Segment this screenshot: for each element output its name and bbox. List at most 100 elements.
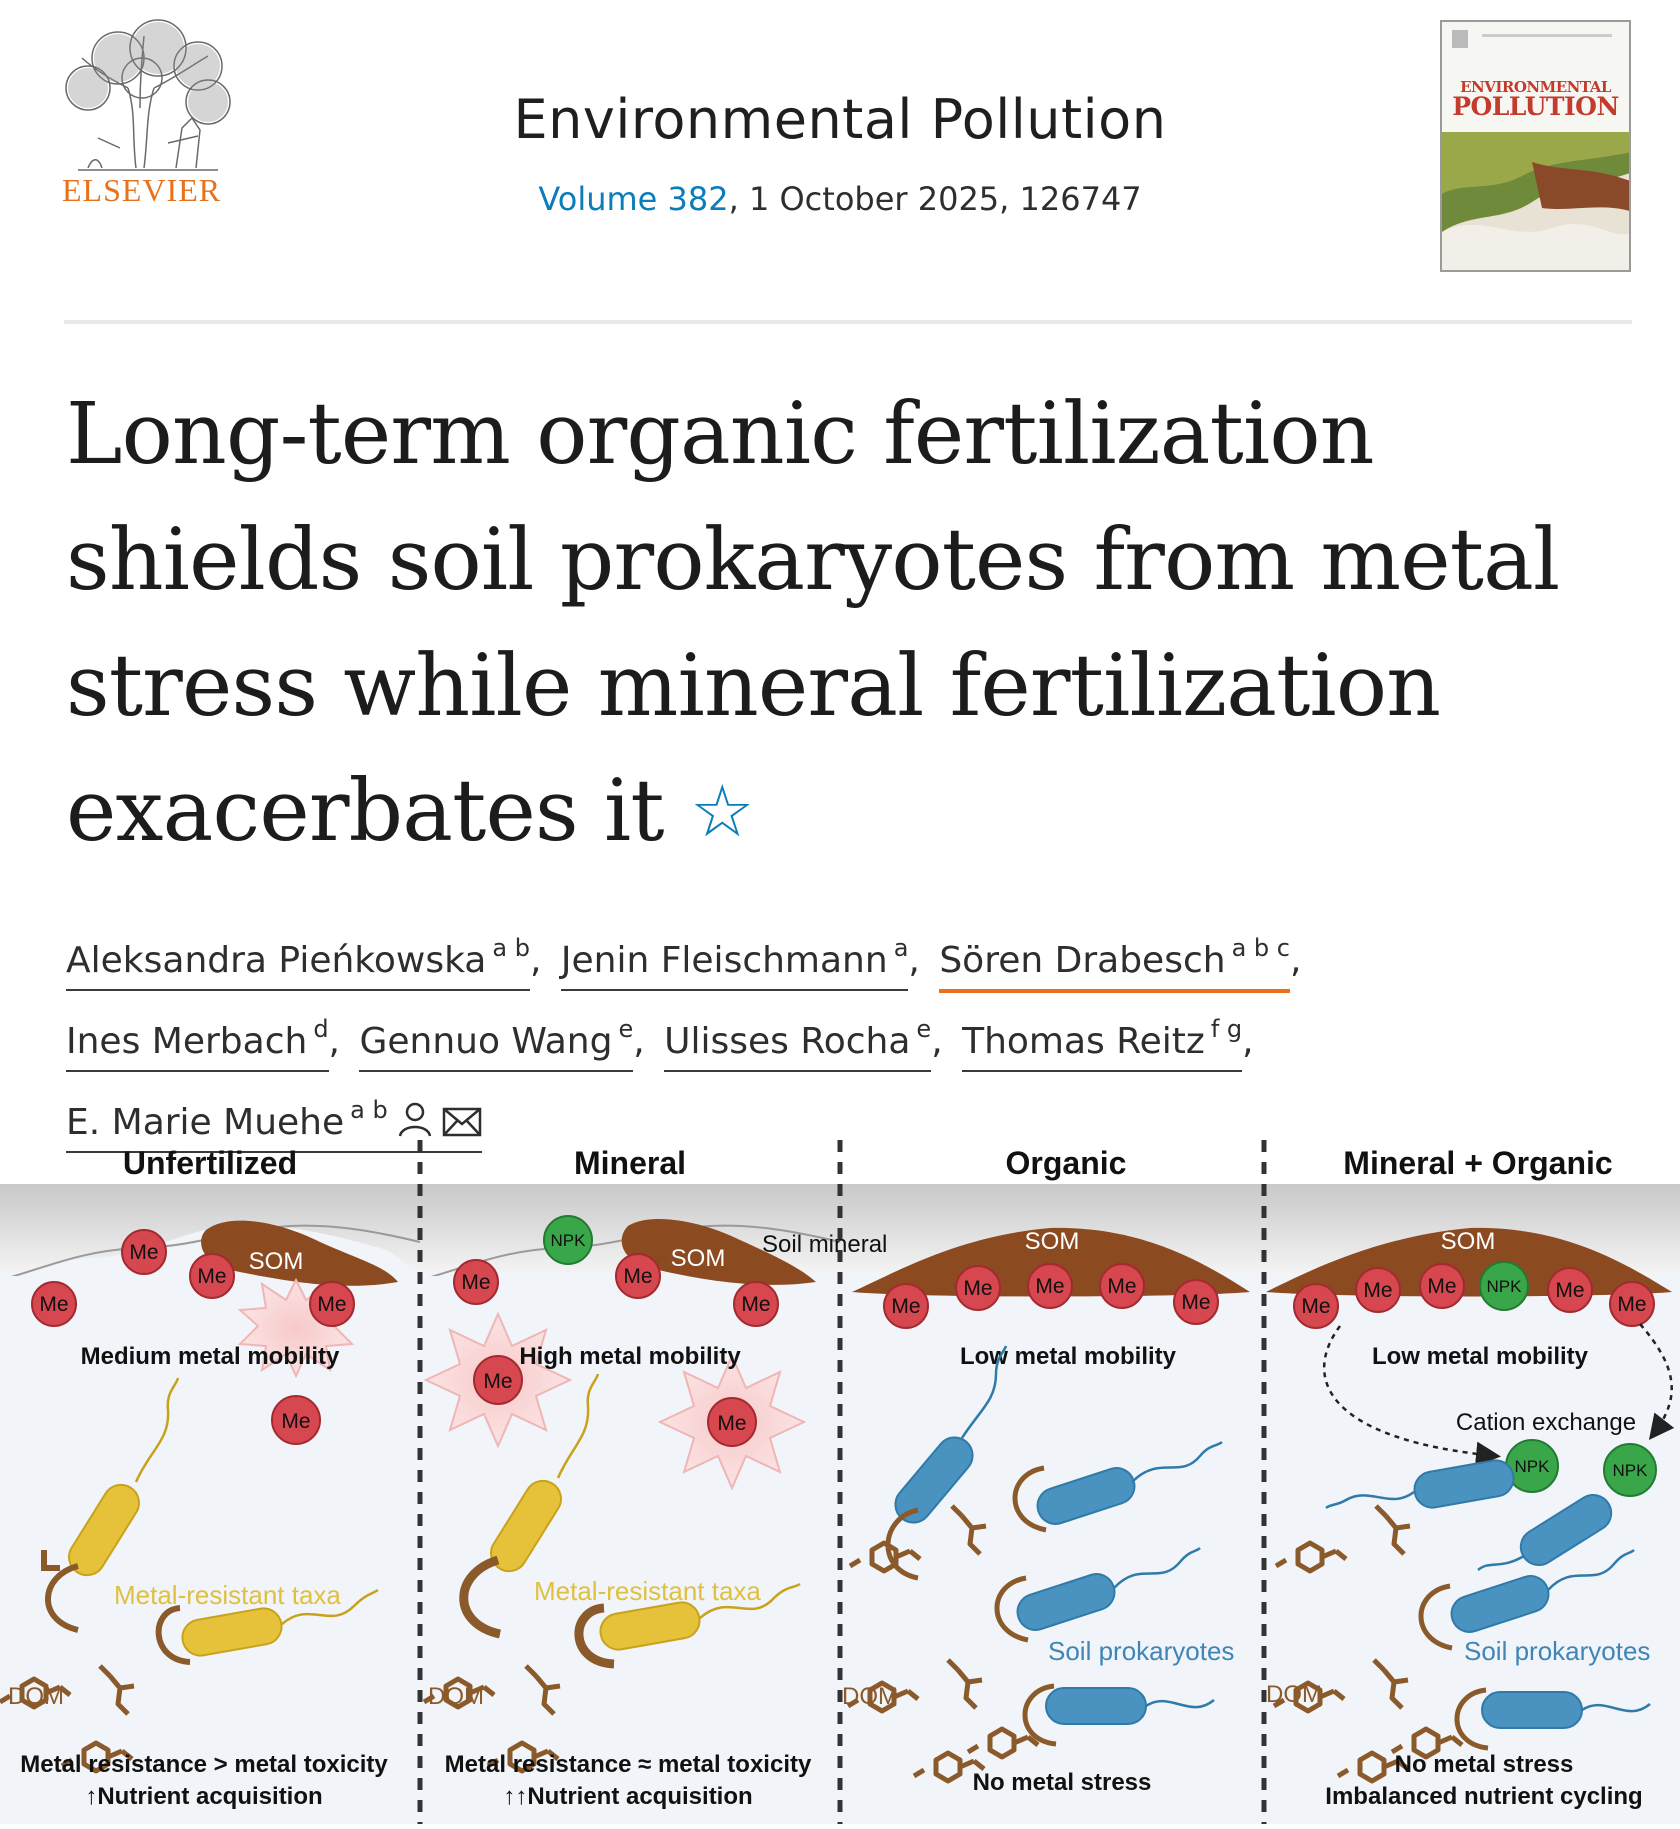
author-separator: , bbox=[328, 1021, 340, 1062]
npk-fertilizer-particles bbox=[543, 1215, 1657, 1497]
author-name: Ines Merbach bbox=[66, 1021, 308, 1062]
author-name: Sören Drabesch bbox=[939, 940, 1226, 981]
publisher-wordmark: ELSEVIER bbox=[62, 172, 222, 208]
svg-text:NPK: NPK bbox=[1613, 1461, 1649, 1480]
cover-header-lines bbox=[1482, 34, 1612, 37]
author-link[interactable]: Ines Merbach d bbox=[66, 1015, 329, 1072]
dom-label: DOM bbox=[842, 1683, 898, 1710]
panel-heading-organic: Organic bbox=[1006, 1145, 1127, 1181]
som-label: SOM bbox=[671, 1245, 726, 1272]
elsevier-logo[interactable]: ELSEVIER bbox=[58, 18, 242, 218]
svg-text:Me: Me bbox=[1363, 1279, 1392, 1302]
outcome-line-1: No metal stress bbox=[1395, 1751, 1574, 1778]
outcome-line-1: No metal stress bbox=[973, 1769, 1152, 1796]
som-label: SOM bbox=[1441, 1228, 1496, 1255]
panel-heading-mineral: Mineral bbox=[574, 1145, 686, 1181]
taxa-label: Metal-resistant taxa bbox=[534, 1576, 761, 1606]
affiliation-marker: a bbox=[893, 934, 909, 962]
author-name: Thomas Reitz bbox=[962, 1021, 1205, 1062]
author-link[interactable]: Gennuo Wang e bbox=[359, 1015, 634, 1072]
author-link[interactable]: Aleksandra Pieńkowska a b bbox=[66, 934, 530, 991]
metal-resistant-bacteria bbox=[41, 1377, 379, 1665]
article-title-text: Long-term organic fertilization shields … bbox=[66, 385, 1560, 862]
npk-labels: NPK NPK NPK NPK bbox=[551, 1231, 1649, 1480]
author-separator: , bbox=[908, 940, 920, 981]
metal-mobility-label: Low metal mobility bbox=[1372, 1343, 1589, 1370]
affiliation-marker: a b bbox=[492, 934, 530, 962]
author-name: E. Marie Muehe bbox=[66, 1102, 345, 1143]
svg-text:Me: Me bbox=[1035, 1275, 1064, 1298]
author-link[interactable]: Ulisses Rocha e bbox=[664, 1015, 932, 1072]
outcome-line-2: ↑↑Nutrient acquisition bbox=[503, 1783, 752, 1810]
affiliation-marker: e bbox=[618, 1015, 634, 1043]
svg-text:Me: Me bbox=[1427, 1275, 1456, 1298]
volume-link[interactable]: Volume 382 bbox=[538, 180, 729, 218]
dom-label: DOM bbox=[8, 1683, 64, 1710]
author-link-hovered[interactable]: Sören Drabesch a b c bbox=[939, 934, 1290, 993]
svg-text:Me: Me bbox=[963, 1277, 992, 1300]
author-separator: , bbox=[529, 940, 542, 981]
author-separator: , bbox=[931, 1021, 943, 1062]
svg-text:Me: Me bbox=[1181, 1291, 1210, 1314]
svg-text:NPK: NPK bbox=[1515, 1457, 1551, 1476]
svg-text:Me: Me bbox=[281, 1410, 310, 1433]
svg-text:Me: Me bbox=[1617, 1293, 1646, 1316]
metal-mobility-label: High metal mobility bbox=[519, 1343, 741, 1370]
svg-text:Me: Me bbox=[623, 1265, 652, 1288]
outcome-line-1: Metal resistance ≈ metal toxicity bbox=[445, 1751, 812, 1778]
outcome-line-2: ↑Nutrient acquisition bbox=[85, 1783, 322, 1810]
svg-text:Me: Me bbox=[717, 1412, 746, 1435]
svg-text:Me: Me bbox=[1301, 1295, 1330, 1318]
metal-ion-labels: Me Me Me Me Me Me Me Me Me Me Me Me Me Me Me Me Me M… bbox=[39, 1241, 1646, 1435]
svg-text:NPK: NPK bbox=[551, 1231, 587, 1250]
taxa-label: Soil prokaryotes bbox=[1048, 1636, 1234, 1666]
affiliation-marker: a b c bbox=[1231, 934, 1290, 962]
cover-title-line2: POLLUTION bbox=[1452, 92, 1619, 121]
journal-title[interactable]: Environmental Pollution bbox=[513, 88, 1167, 151]
cover-logo bbox=[1452, 30, 1468, 48]
som-particle bbox=[621, 1218, 816, 1285]
panel-heading-mineral-organic: Mineral + Organic bbox=[1343, 1145, 1612, 1181]
dom-label: DOM bbox=[428, 1683, 484, 1710]
outcome-line-1: Metal resistance > metal toxicity bbox=[20, 1751, 388, 1778]
author-name: Gennuo Wang bbox=[359, 1021, 613, 1062]
affiliation-marker: a b bbox=[350, 1096, 388, 1124]
affiliation-marker: e bbox=[916, 1015, 932, 1043]
header-divider bbox=[64, 320, 1632, 324]
author-link[interactable]: Thomas Reitz f g bbox=[962, 1015, 1243, 1072]
svg-text:Me: Me bbox=[483, 1370, 512, 1393]
author-name: Jenin Fleischmann bbox=[560, 940, 888, 981]
affiliation-marker: d bbox=[313, 1015, 329, 1043]
taxa-label: Metal-resistant taxa bbox=[114, 1580, 341, 1610]
soil-mineral-label: Soil mineral bbox=[762, 1231, 887, 1258]
svg-text:Me: Me bbox=[39, 1293, 68, 1316]
envelope-icon[interactable] bbox=[442, 1092, 482, 1161]
svg-text:Me: Me bbox=[461, 1271, 490, 1294]
cation-exchange-arrow bbox=[1323, 1325, 1501, 1467]
metal-mobility-label: Low metal mobility bbox=[960, 1343, 1177, 1370]
article-title: Long-term organic fertilization shields … bbox=[66, 372, 1626, 875]
author-separator: , bbox=[633, 1021, 645, 1062]
cation-exchange-label: Cation exchange bbox=[1456, 1409, 1636, 1436]
som-label: SOM bbox=[249, 1248, 304, 1275]
dom-label: DOM bbox=[1266, 1681, 1322, 1708]
graphical-abstract: Unfertilized Mineral Organic Mineral + O… bbox=[0, 1130, 1680, 1824]
svg-text:Me: Me bbox=[741, 1293, 770, 1316]
author-link[interactable]: Jenin Fleischmann a bbox=[560, 934, 909, 991]
metal-ions bbox=[31, 1229, 1655, 1447]
author-name: Ulisses Rocha bbox=[664, 1021, 911, 1062]
person-icon bbox=[396, 1092, 434, 1161]
som-particle bbox=[201, 1220, 398, 1286]
svg-text:Me: Me bbox=[129, 1241, 158, 1264]
som-particle bbox=[852, 1227, 1250, 1297]
author-link-corresponding[interactable]: E. Marie Muehe a b bbox=[66, 1096, 482, 1153]
author-list: Aleksandra Pieńkowska a b, Jenin Fleischm… bbox=[66, 914, 1566, 1161]
svg-text:Me: Me bbox=[317, 1293, 346, 1316]
author-separator: , bbox=[1242, 1021, 1254, 1062]
svg-text:NPK: NPK bbox=[1487, 1277, 1523, 1296]
svg-text:Me: Me bbox=[891, 1295, 920, 1318]
star-icon[interactable]: ☆ bbox=[690, 769, 755, 854]
journal-cover-thumbnail[interactable]: ENVIRONMENTAL POLLUTION bbox=[1440, 20, 1631, 272]
author-name: Aleksandra Pieńkowska bbox=[66, 940, 487, 981]
issue-details: , 1 October 2025, 126747 bbox=[728, 180, 1142, 218]
